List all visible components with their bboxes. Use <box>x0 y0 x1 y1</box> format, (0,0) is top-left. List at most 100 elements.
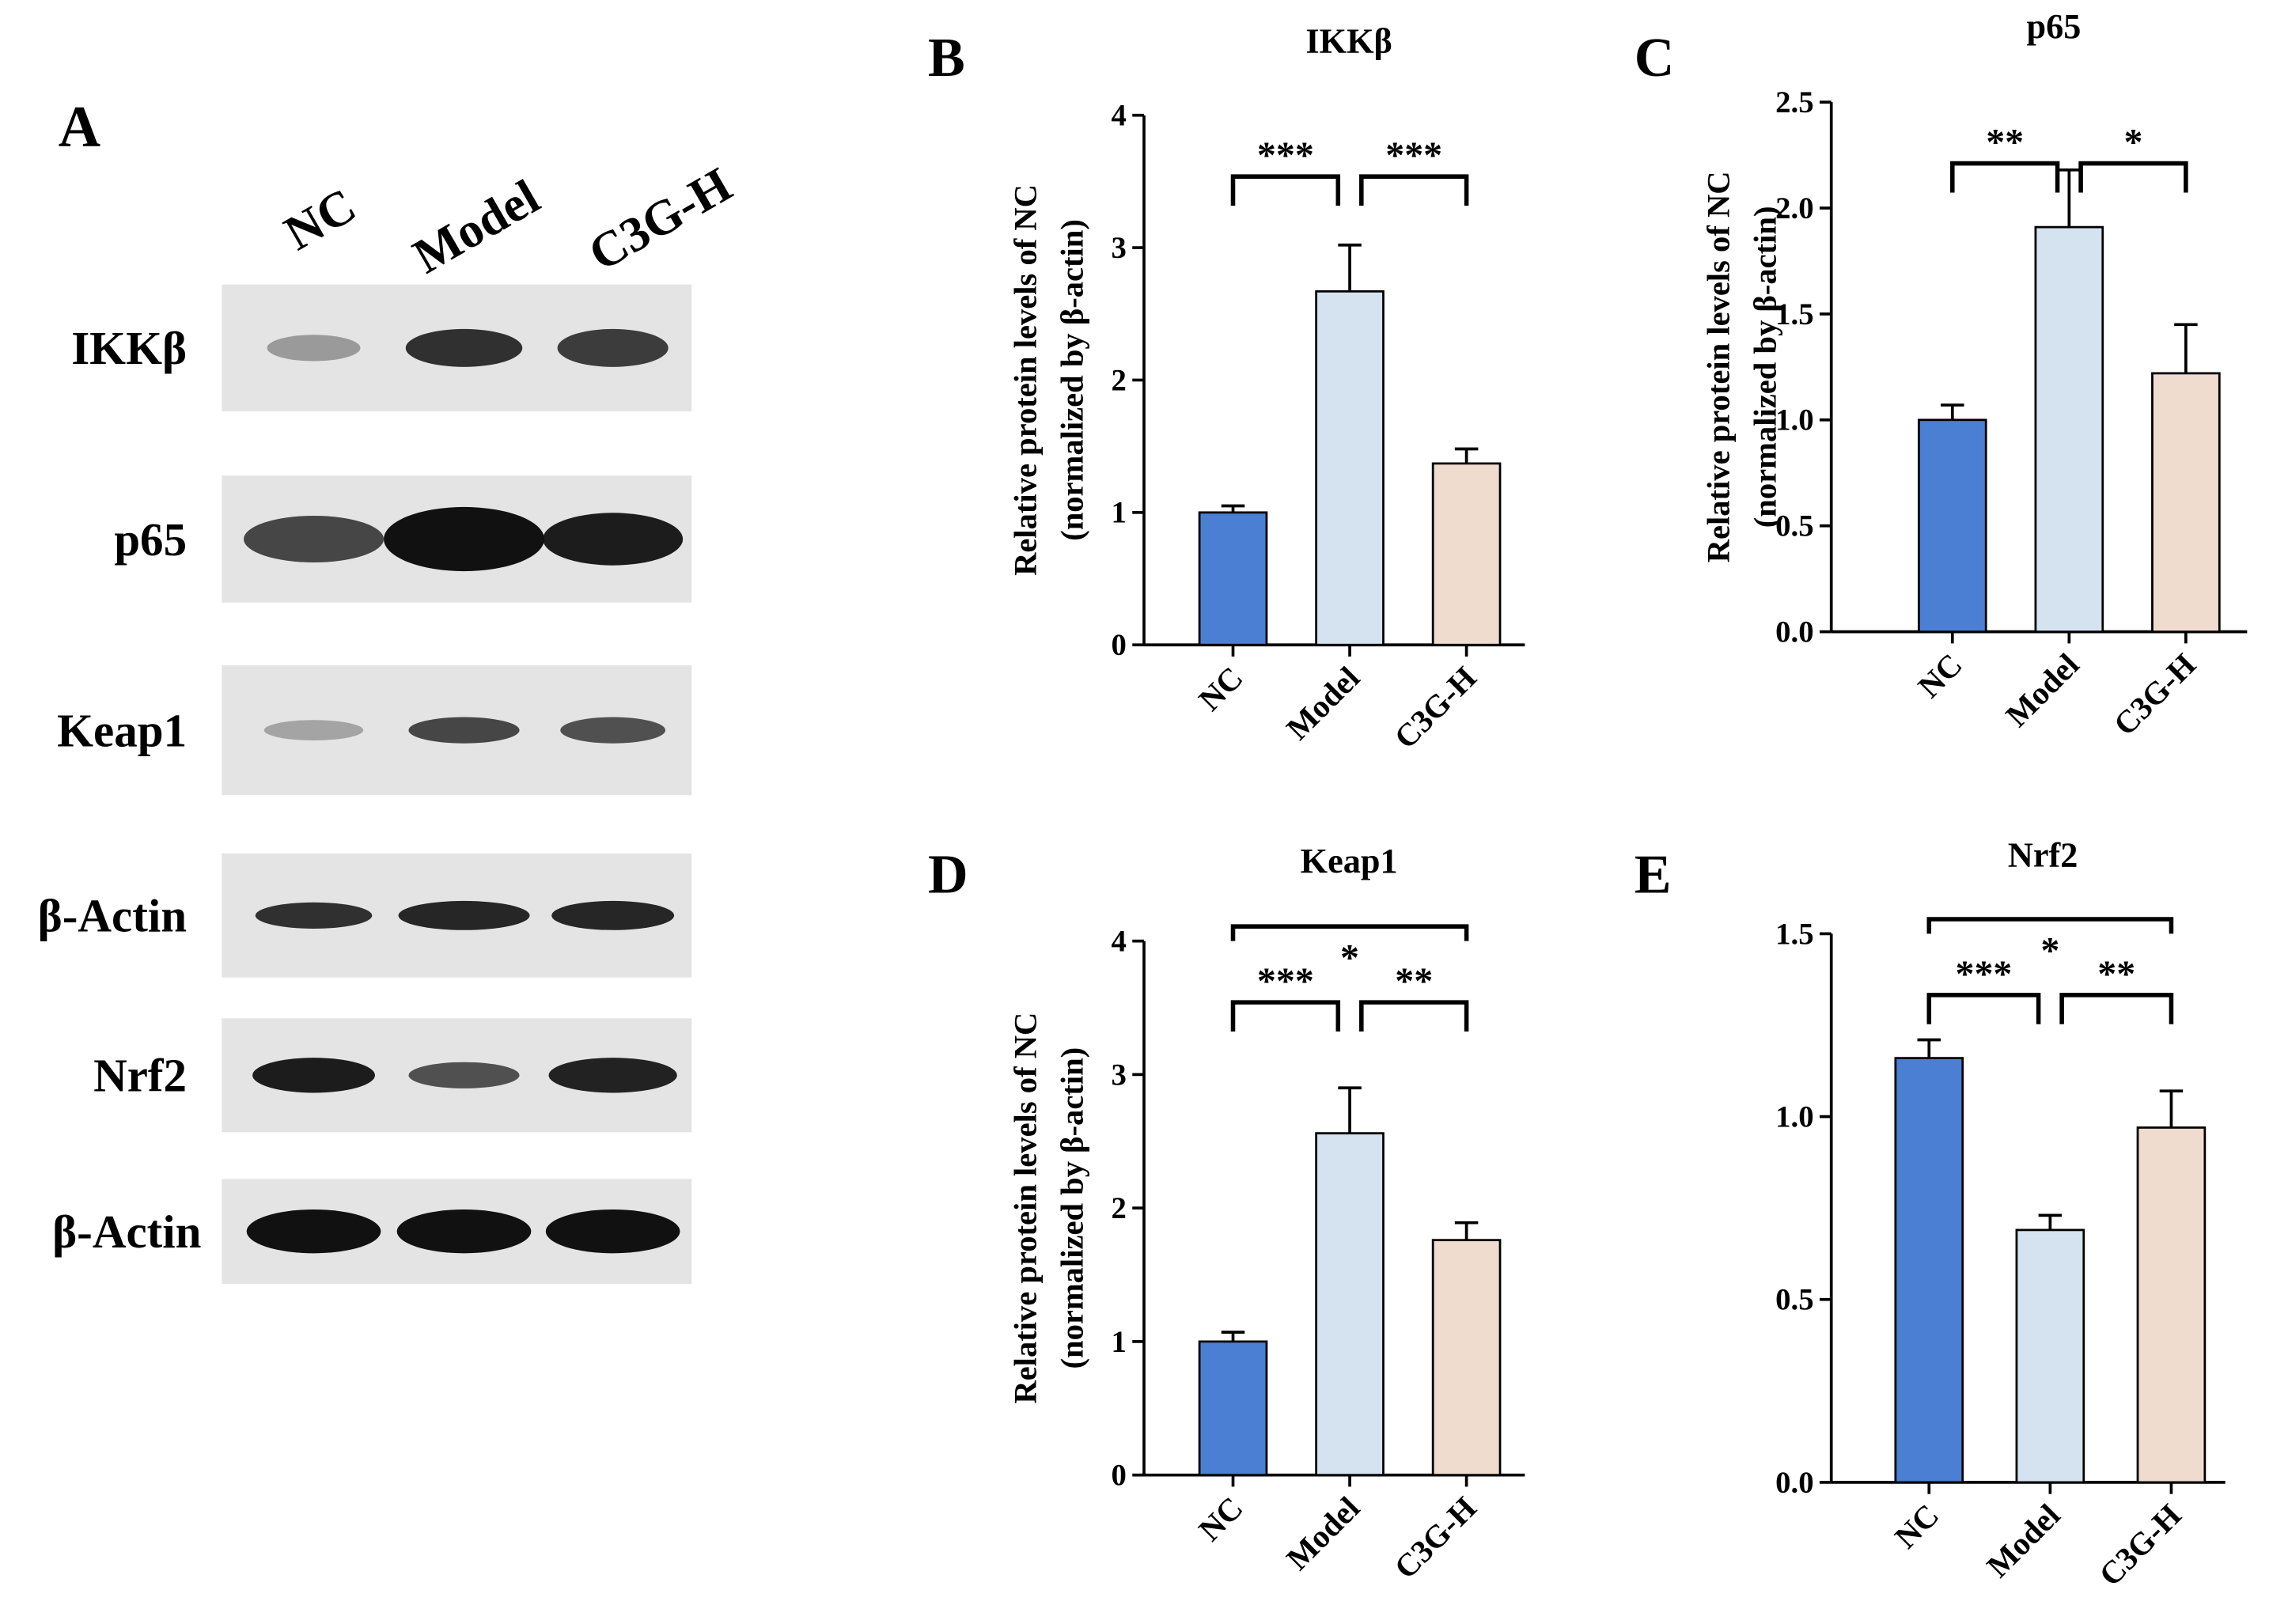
x-tick-label: C3G-H <box>1388 660 1483 755</box>
y-tick-label: 1.0 <box>1775 1100 1813 1134</box>
y-tick-label: 0.5 <box>1775 509 1813 543</box>
y-tick-label: 0.5 <box>1775 1283 1813 1317</box>
error-bar <box>2174 323 2198 373</box>
row-label: Keap1 <box>57 704 187 756</box>
significance-label: *** <box>1257 134 1314 176</box>
panel-label: C <box>1635 28 1675 89</box>
x-tick-label: NC <box>1911 646 1969 704</box>
blot-band <box>267 335 361 362</box>
y-tick-label: 0 <box>1112 628 1127 662</box>
error-bar <box>1454 1221 1479 1240</box>
x-tick-label: C3G-H <box>2093 1497 2188 1593</box>
significance-bracket <box>1230 924 1469 941</box>
significance-bracket <box>1926 917 2174 934</box>
blot-band <box>560 717 666 744</box>
blot-band <box>408 717 520 744</box>
row-label: IKKβ <box>71 322 187 374</box>
row-label: p65 <box>114 513 187 566</box>
y-axis-label: (normalized by β-actin) <box>1055 1047 1090 1369</box>
bar <box>2034 225 2104 634</box>
blot-band <box>408 1062 520 1088</box>
x-tick-label: Model <box>1999 646 2086 733</box>
blot-band <box>545 1209 680 1254</box>
y-tick-label: 1.5 <box>1775 917 1813 951</box>
significance-label: *** <box>1955 953 2012 995</box>
blot-band <box>244 515 384 563</box>
significance-label: ** <box>1395 960 1433 1002</box>
error-bar <box>1221 1331 1245 1342</box>
y-tick-label: 0.0 <box>1775 615 1813 649</box>
y-tick-label: 4 <box>1112 99 1127 133</box>
y-tick-label: 2.0 <box>1775 191 1813 225</box>
error-bar <box>2057 168 2082 228</box>
significance-bracket <box>2078 161 2188 193</box>
x-tick-label: Model <box>1279 1490 1366 1577</box>
row-label: β-Actin <box>38 890 187 942</box>
error-bar <box>1338 243 1362 292</box>
chart-title: Keap1 <box>1301 842 1398 880</box>
significance-label: *** <box>1257 960 1314 1002</box>
y-axis-label: Relative protein levels of NC <box>1008 184 1044 576</box>
y-tick-label: 1 <box>1112 1325 1127 1359</box>
significance-label: * <box>2124 122 2143 164</box>
significance-bracket <box>1230 1000 1341 1032</box>
y-tick-label: 2 <box>1112 1191 1127 1225</box>
chart-title: Nrf2 <box>2008 836 2078 875</box>
x-tick-label: C3G-H <box>2107 646 2203 742</box>
significance-bracket <box>2059 993 2174 1024</box>
blot-band <box>551 900 675 930</box>
significance-bracket <box>1230 174 1341 206</box>
bar <box>1198 1340 1268 1477</box>
bar <box>1198 511 1268 646</box>
bar <box>1431 462 1502 646</box>
blot-band <box>405 328 523 367</box>
blot-band <box>384 506 544 572</box>
error-bar <box>1454 447 1479 464</box>
blot-band <box>548 1058 677 1093</box>
row-label: β-Actin <box>52 1206 201 1258</box>
significance-label: * <box>2040 929 2059 971</box>
significance-bracket <box>1950 161 2060 193</box>
y-tick-label: 0 <box>1112 1459 1127 1493</box>
blot-band <box>246 1209 381 1254</box>
figure-root: ANC Model C3G-HIKKβp65Keap1β-ActinNrf2β-Ac… <box>38 7 2248 1593</box>
significance-label: *** <box>1385 134 1442 176</box>
blot-band <box>396 1209 532 1254</box>
bar <box>2151 372 2221 634</box>
blot-band <box>255 902 373 929</box>
blot-band <box>398 900 530 930</box>
x-tick-label: NC <box>1191 660 1249 717</box>
blot-band <box>252 1058 376 1093</box>
lane-label: Model <box>403 168 548 284</box>
x-tick-label: NC <box>1191 1490 1249 1547</box>
blot-band <box>557 328 669 367</box>
panel-label: B <box>928 28 965 89</box>
y-axis-label: (normalized by β-actin) <box>1055 219 1090 541</box>
error-bar <box>1941 403 1964 420</box>
x-tick-label: Model <box>1279 660 1366 747</box>
y-tick-label: 3 <box>1112 1058 1127 1092</box>
lane-label: C3G-H <box>579 157 741 282</box>
x-tick-label: Model <box>1980 1497 2067 1584</box>
y-tick-label: 3 <box>1112 231 1127 265</box>
y-axis-label: Relative protein levels of NC <box>1701 171 1737 562</box>
error-bar <box>2159 1089 2184 1128</box>
panel-label: D <box>928 845 968 906</box>
y-axis-label: Relative protein levels of NC <box>1008 1013 1044 1404</box>
significance-bracket <box>1359 1000 1469 1032</box>
bar <box>2015 1228 2085 1484</box>
panel-label: A <box>59 93 100 158</box>
panel-label: E <box>1635 845 1672 906</box>
significance-label: ** <box>1986 122 2024 164</box>
error-bar <box>1338 1086 1362 1134</box>
y-tick-label: 1.5 <box>1775 297 1813 331</box>
x-tick-label: C3G-H <box>1388 1490 1483 1585</box>
bar <box>1431 1239 1502 1477</box>
y-tick-label: 0.0 <box>1775 1466 1813 1500</box>
chart-title: p65 <box>2027 7 2082 46</box>
y-axis-label: (normalized by β-actin) <box>1748 206 1783 528</box>
y-tick-label: 2 <box>1112 363 1127 397</box>
bar <box>2136 1126 2207 1484</box>
x-tick-label: NC <box>1888 1497 1945 1555</box>
blot-band <box>543 513 684 566</box>
